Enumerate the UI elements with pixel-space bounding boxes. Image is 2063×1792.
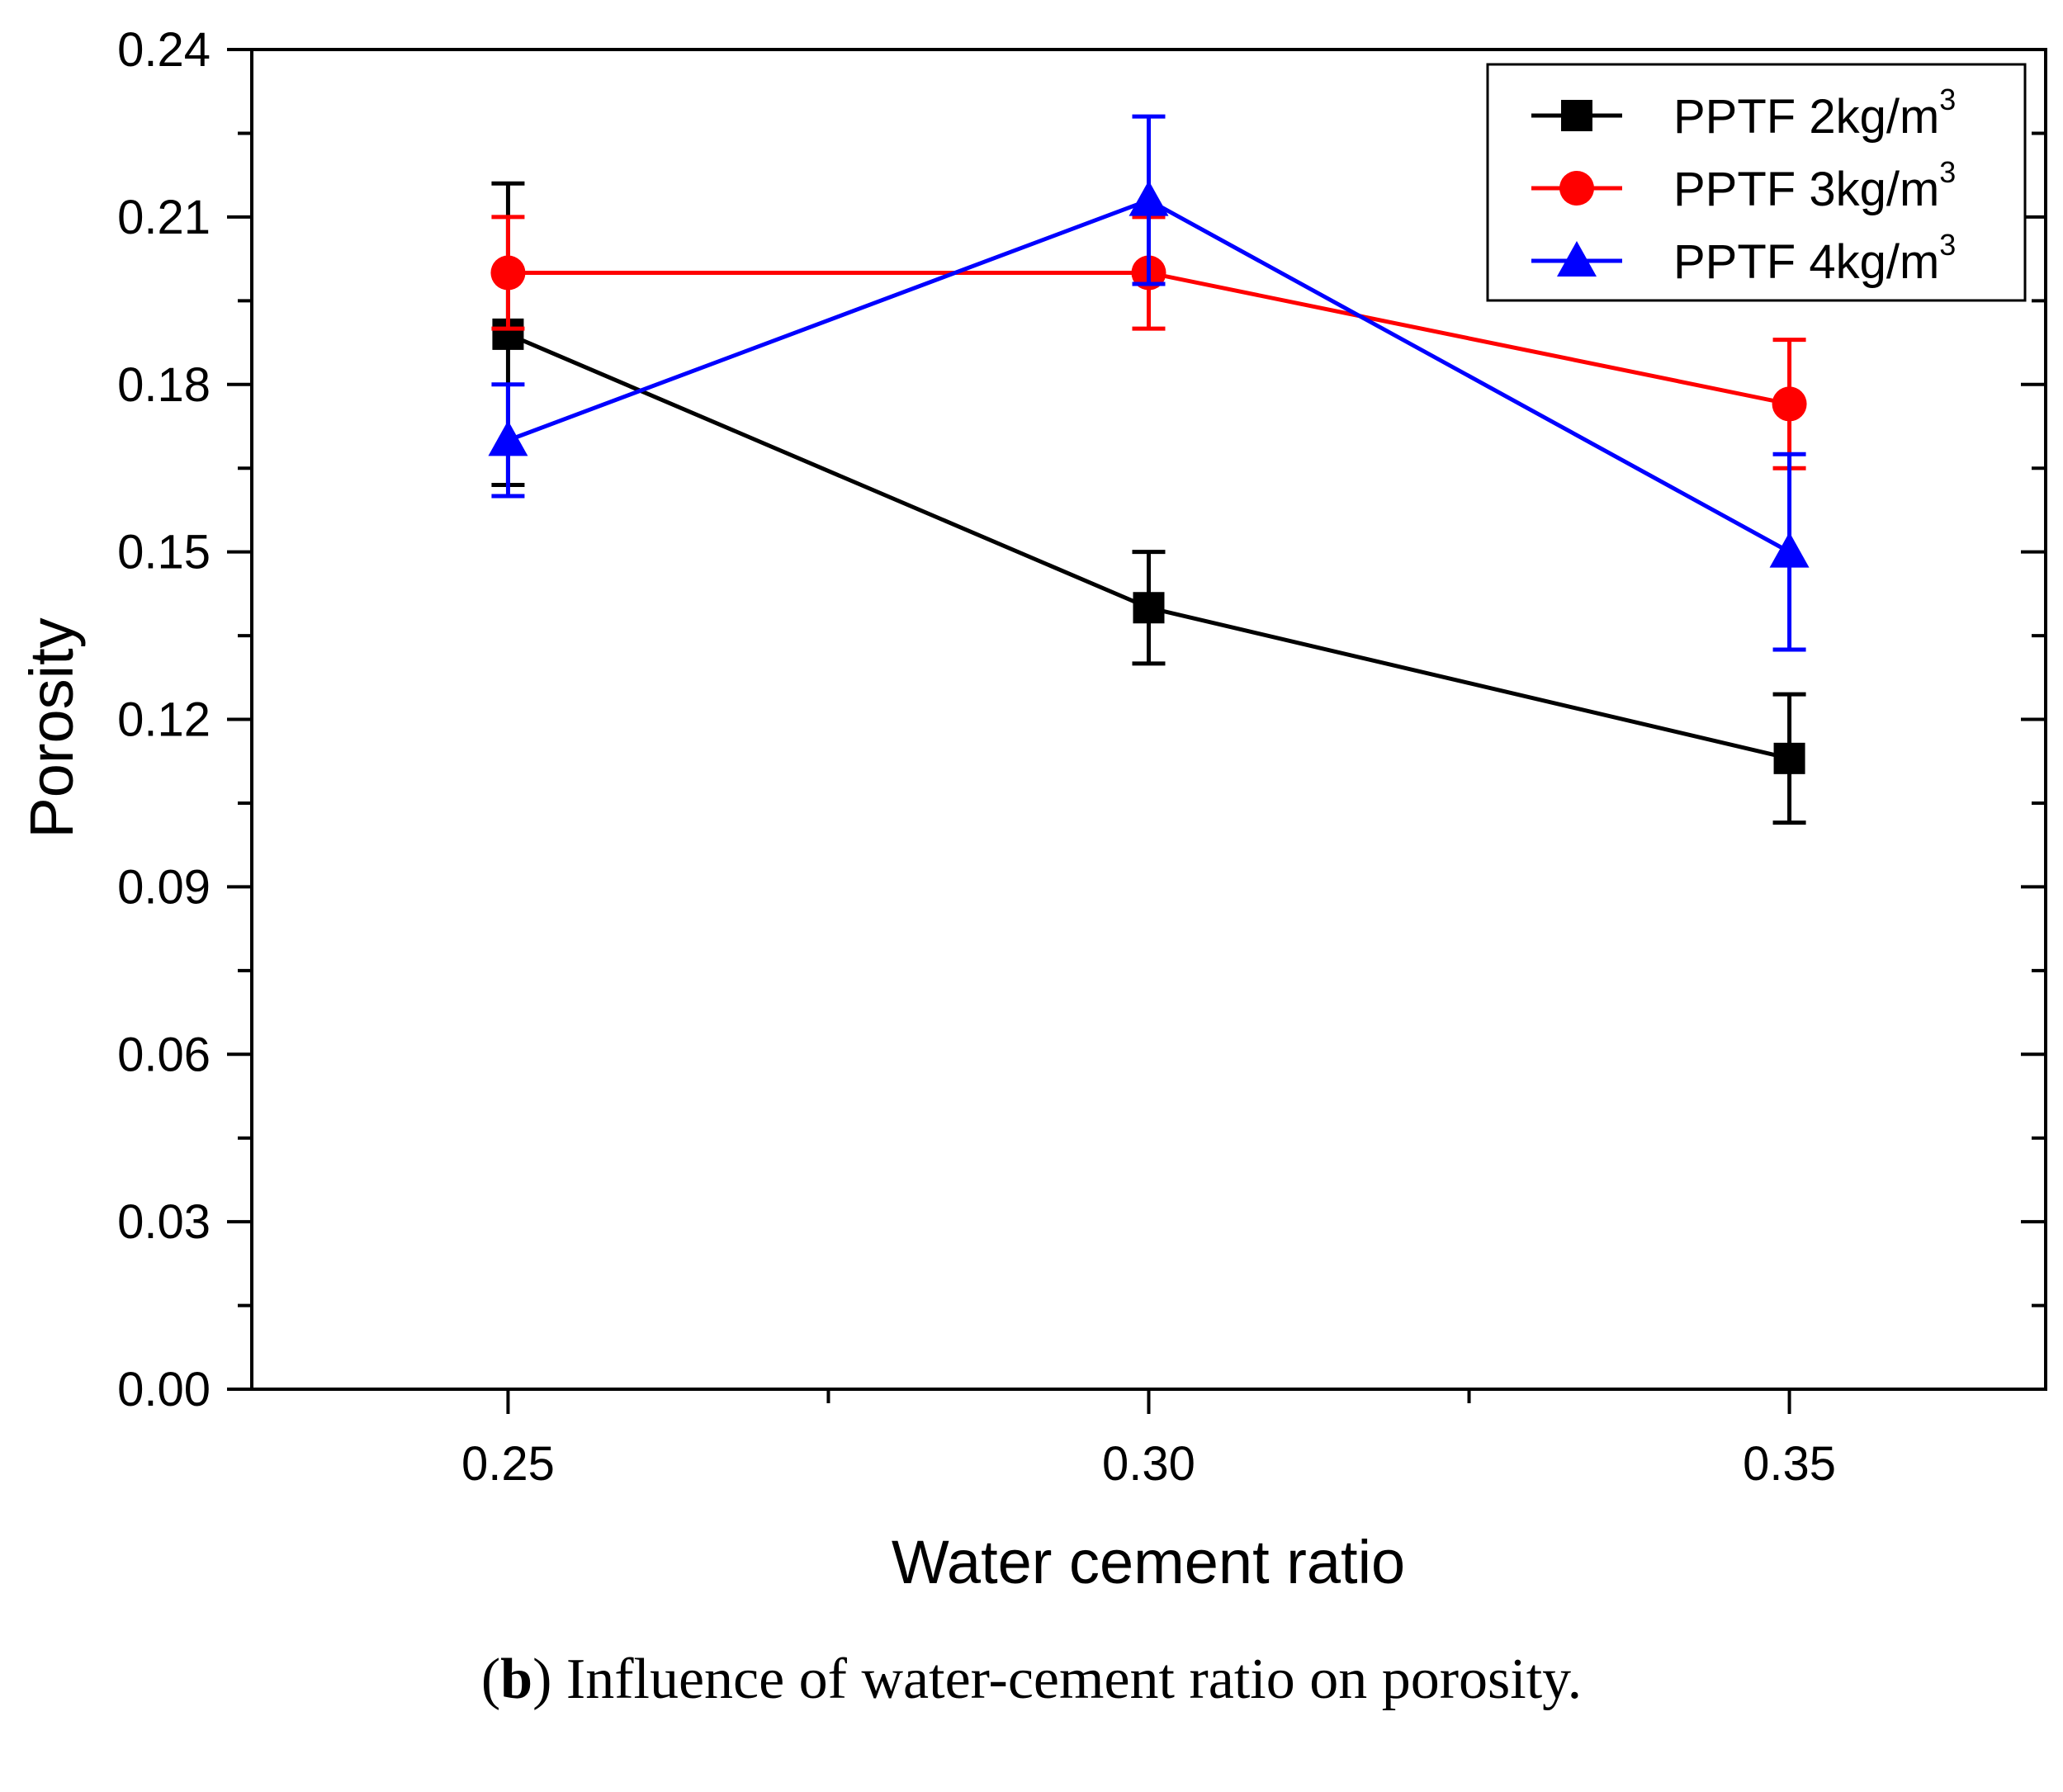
data-point-square (1773, 742, 1805, 774)
legend-label: PPTF 2kg/m3 (1673, 83, 1956, 144)
legend-marker-circle (1559, 171, 1594, 206)
x-tick-label: 0.35 (1743, 1437, 1836, 1491)
x-tick-label: 0.25 (461, 1437, 555, 1491)
legend-label-superscript: 3 (1939, 228, 1956, 262)
legend-label-superscript: 3 (1939, 155, 1956, 189)
data-point-circle (490, 255, 526, 291)
legend-marker-triangle (1557, 241, 1597, 277)
legend-label-superscript: 3 (1939, 83, 1956, 116)
legend: PPTF 2kg/m3 PPTF 3kg/m3 PPTF 4kg/m3 (1486, 63, 2027, 302)
y-tick-label: 0.18 (117, 358, 211, 412)
y-tick-label: 0.24 (117, 23, 211, 77)
legend-label: PPTF 3kg/m3 (1673, 155, 1956, 216)
data-point-triangle (488, 420, 528, 456)
y-tick-label: 0.00 (117, 1363, 211, 1416)
y-tick-label: 0.15 (117, 526, 211, 579)
y-tick-label: 0.09 (117, 860, 211, 914)
caption-text: Influence of water-cement ratio on poros… (565, 1648, 1583, 1711)
data-point-triangle (1769, 532, 1810, 568)
series-3 (488, 114, 1810, 652)
y-tick-label: 0.12 (117, 693, 211, 747)
series-line (507, 332, 1791, 761)
y-tick-label: 0.03 (117, 1195, 211, 1249)
data-point-square (1133, 592, 1165, 624)
figure-caption: (b) Influence of water-cement ratio on p… (480, 1648, 1583, 1711)
x-tick-label: 0.30 (1102, 1437, 1195, 1491)
x-axis-title: Water cement ratio (892, 1528, 1405, 1596)
legend-marker-square (1561, 100, 1592, 131)
data-point-triangle (1128, 180, 1169, 216)
y-axis-title: Porosity (17, 617, 86, 838)
y-tick-label: 0.21 (117, 191, 211, 244)
legend-label: PPTF 4kg/m3 (1673, 228, 1956, 289)
caption-letter: b (500, 1648, 533, 1711)
axes: 0.00 0.03 0.06 0.09 0.12 0.15 0.18 0.21 0.24 0.25… (117, 23, 2047, 1491)
data-point-circle (1772, 386, 1807, 422)
series-layer (488, 114, 1810, 825)
y-tick-label: 0.06 (117, 1028, 211, 1081)
